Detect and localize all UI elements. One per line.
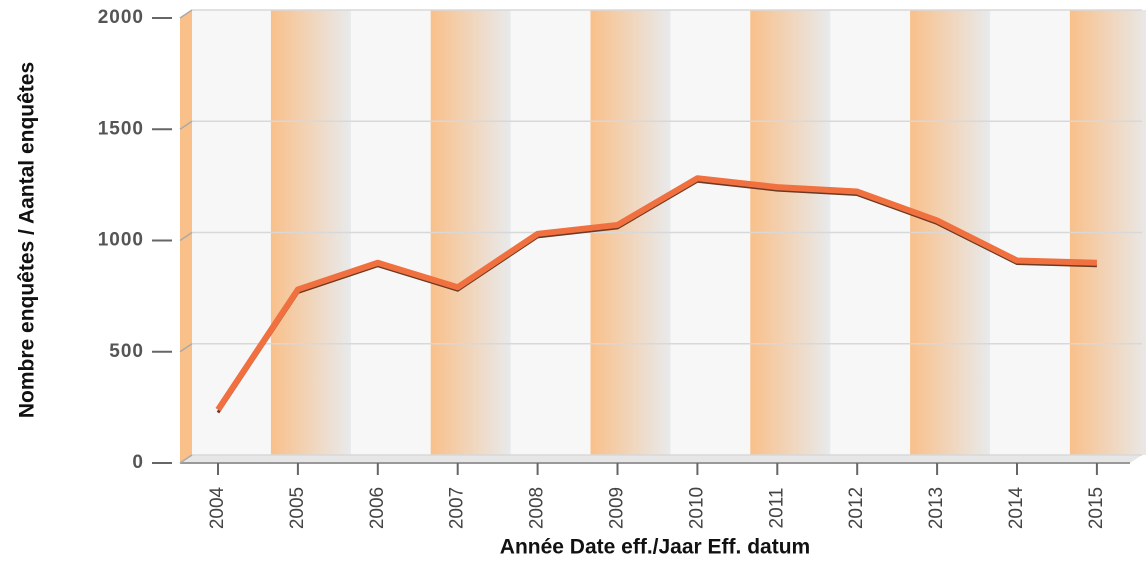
x-axis-title: Année Date eff./Jaar Eff. datum [500,536,810,559]
y-tick-3d [179,343,193,353]
x-tick-label: 2004 [207,486,228,529]
data-line [215,175,1097,412]
x-tick-label: 2014 [1006,486,1027,529]
x-tick-label: 2011 [766,488,787,529]
y-tick-label: 2000 [98,7,144,28]
x-tick-label: 2015 [1086,487,1107,529]
y-tick-3d [179,231,193,242]
x-tick-label: 2008 [527,487,548,529]
x-tick-label: 2009 [607,487,628,529]
y-tick-label: 1500 [98,118,144,139]
x-tick-label: 2013 [926,487,947,529]
y-tick-3d [179,9,193,19]
x-tick-label: 2005 [287,487,308,529]
y-tick-3d [179,120,193,130]
y-tick-label: 0 [132,452,144,473]
y-tick-3d [179,454,193,464]
x-tick-label: 2010 [686,487,707,529]
x-tick-label: 2006 [367,487,388,529]
y-tick-label: 500 [109,341,144,362]
y-axis-title: Nombre enquêtes / Aantal enquêtes [16,62,39,418]
x-tick-label: 2007 [447,487,468,529]
x-tick-label: 2012 [846,487,867,529]
y-tick-label: 1000 [98,230,144,251]
floor [180,455,1142,463]
